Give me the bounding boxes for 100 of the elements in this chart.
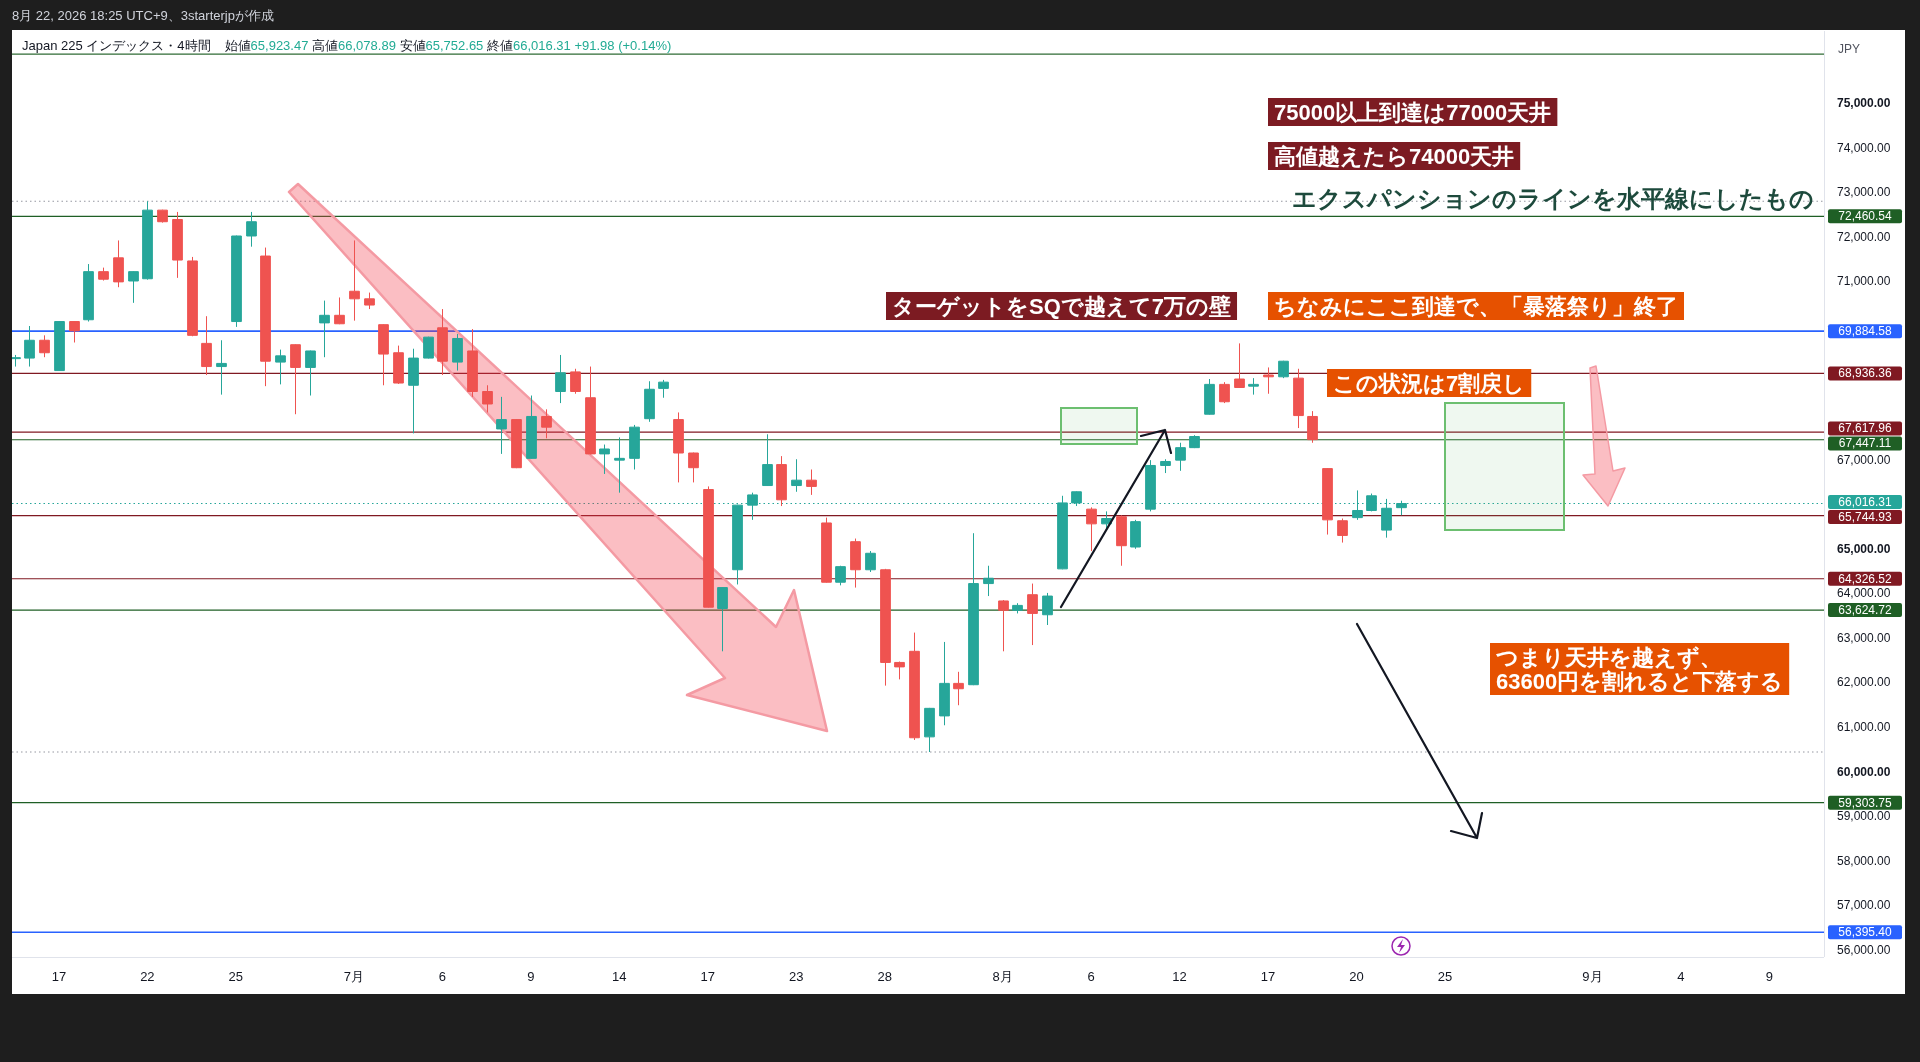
candlestick [305,350,316,397]
y-tick-label: 75,000.00 [1837,96,1891,111]
x-tick-label: 9月 [1582,968,1603,984]
candlestick [349,239,360,322]
annotation: 75000以上到達は77000天井 [1274,99,1552,125]
candlestick [1130,519,1141,550]
candlestick [614,436,625,494]
candlestick [128,270,139,304]
x-tick-label: 17 [700,968,715,984]
candlestick [939,641,950,726]
candlestick [157,209,168,224]
candlestick [39,334,50,358]
candlestick [894,661,905,680]
candlestick [762,433,773,487]
candlestick [393,345,404,385]
candlestick [467,328,478,398]
annotation: エクスパンションのラインを水平線にしたもの [1292,184,1814,212]
candlestick [526,395,537,460]
candlestick [953,671,964,706]
x-tick-label: 20 [1349,968,1364,984]
candlestick [437,308,448,376]
candlestick [319,300,330,358]
candlestick [835,565,846,586]
y-tick-label: 64,000.00 [1837,586,1891,601]
candlestick [924,707,935,753]
x-tick-label: 8月 [992,968,1013,984]
ref-line-label: 67,617.96 [1838,421,1893,436]
ref-line-label: 59,303.75 [1838,795,1893,810]
candlestick [275,349,286,385]
x-tick-label: 22 [140,968,155,984]
x-tick-label: 23 [788,968,804,984]
candlestick [1234,342,1245,389]
text: 始値65,923.47 高値66,078.89 安値65,752.65 終値66,016.31 +91.98 (+0.14%) [224,37,672,53]
candlestick [452,333,463,372]
candlestick [673,411,684,483]
candlestick [717,586,728,652]
ref-line-label: 67,447.11 [1838,436,1892,451]
candlestick [482,384,493,413]
ref-line-label: 63,624.72 [1838,603,1893,618]
annotation: 高値越えたら74000天井 [1274,143,1515,169]
candlestick [1337,518,1348,544]
annotation: この状況は7割戻し [1333,370,1526,396]
candlestick [688,452,699,483]
y-tick-label: 61,000.00 [1837,720,1891,735]
candlestick [113,239,124,288]
candlestick [172,211,183,279]
candlestick [585,366,596,455]
candlestick [187,256,198,337]
candlestick [1278,360,1289,379]
y-tick-label: 63,000.00 [1837,630,1891,645]
candlestick [142,200,153,281]
candlestick [1101,510,1112,529]
candlestick [246,211,257,248]
x-tick-label: 6 [1087,968,1095,984]
y-tick-label: 59,000.00 [1837,809,1891,824]
y-tick-label: 56,000.00 [1837,942,1891,957]
x-tick-label: 17 [1260,968,1276,984]
candlestick [880,568,891,687]
candlestick [24,325,35,368]
ref-line-label: 66,016.31 [1838,495,1893,510]
candlestick [541,408,552,439]
x-tick-label: 25 [1437,968,1453,984]
candlestick [1042,592,1053,626]
candlestick [791,458,802,493]
ref-line-label: 69,884.58 [1838,324,1893,339]
candlestick [1160,458,1171,474]
candlestick [570,368,581,395]
x-tick-label: 4 [1677,968,1685,984]
candlestick [1307,410,1318,444]
text: Japan 225 インデックス・4時間 [22,37,211,53]
annotation: ちなみにここ到達で、「暴落祭り」終了 [1274,293,1678,319]
x-tick-label: 25 [228,968,244,984]
candlestick [334,296,345,325]
candlestick [968,532,979,686]
candlestick [1116,514,1127,567]
candlestick [423,336,434,360]
candlestick [909,632,920,741]
candlestick [54,320,65,372]
candlestick [599,444,610,475]
ref-line-label: 64,326.52 [1838,571,1893,586]
y-tick-label: 60,000.00 [1837,764,1891,779]
ref-line-label: 56,395.40 [1838,925,1893,940]
y-tick-label: 73,000.00 [1837,185,1891,200]
y-tick-label: 71,000.00 [1837,274,1891,289]
candlestick [776,455,787,507]
candlestick [983,565,994,597]
ref-line-label: 68,936.36 [1838,366,1893,381]
candlestick [1219,381,1230,404]
x-tick-label: 17 [51,968,67,984]
candlestick [1027,583,1038,646]
annotation: ターゲットをSQで越えて7万の壁 [892,293,1232,319]
candlestick [1248,377,1259,396]
candlestick [69,320,80,343]
x-tick-label: 6 [438,968,446,984]
candlestick [83,263,94,323]
candlestick [1012,602,1023,614]
candlestick [865,550,876,573]
candlestick [216,339,227,396]
candlestick [821,517,832,584]
candlestick [290,343,301,415]
